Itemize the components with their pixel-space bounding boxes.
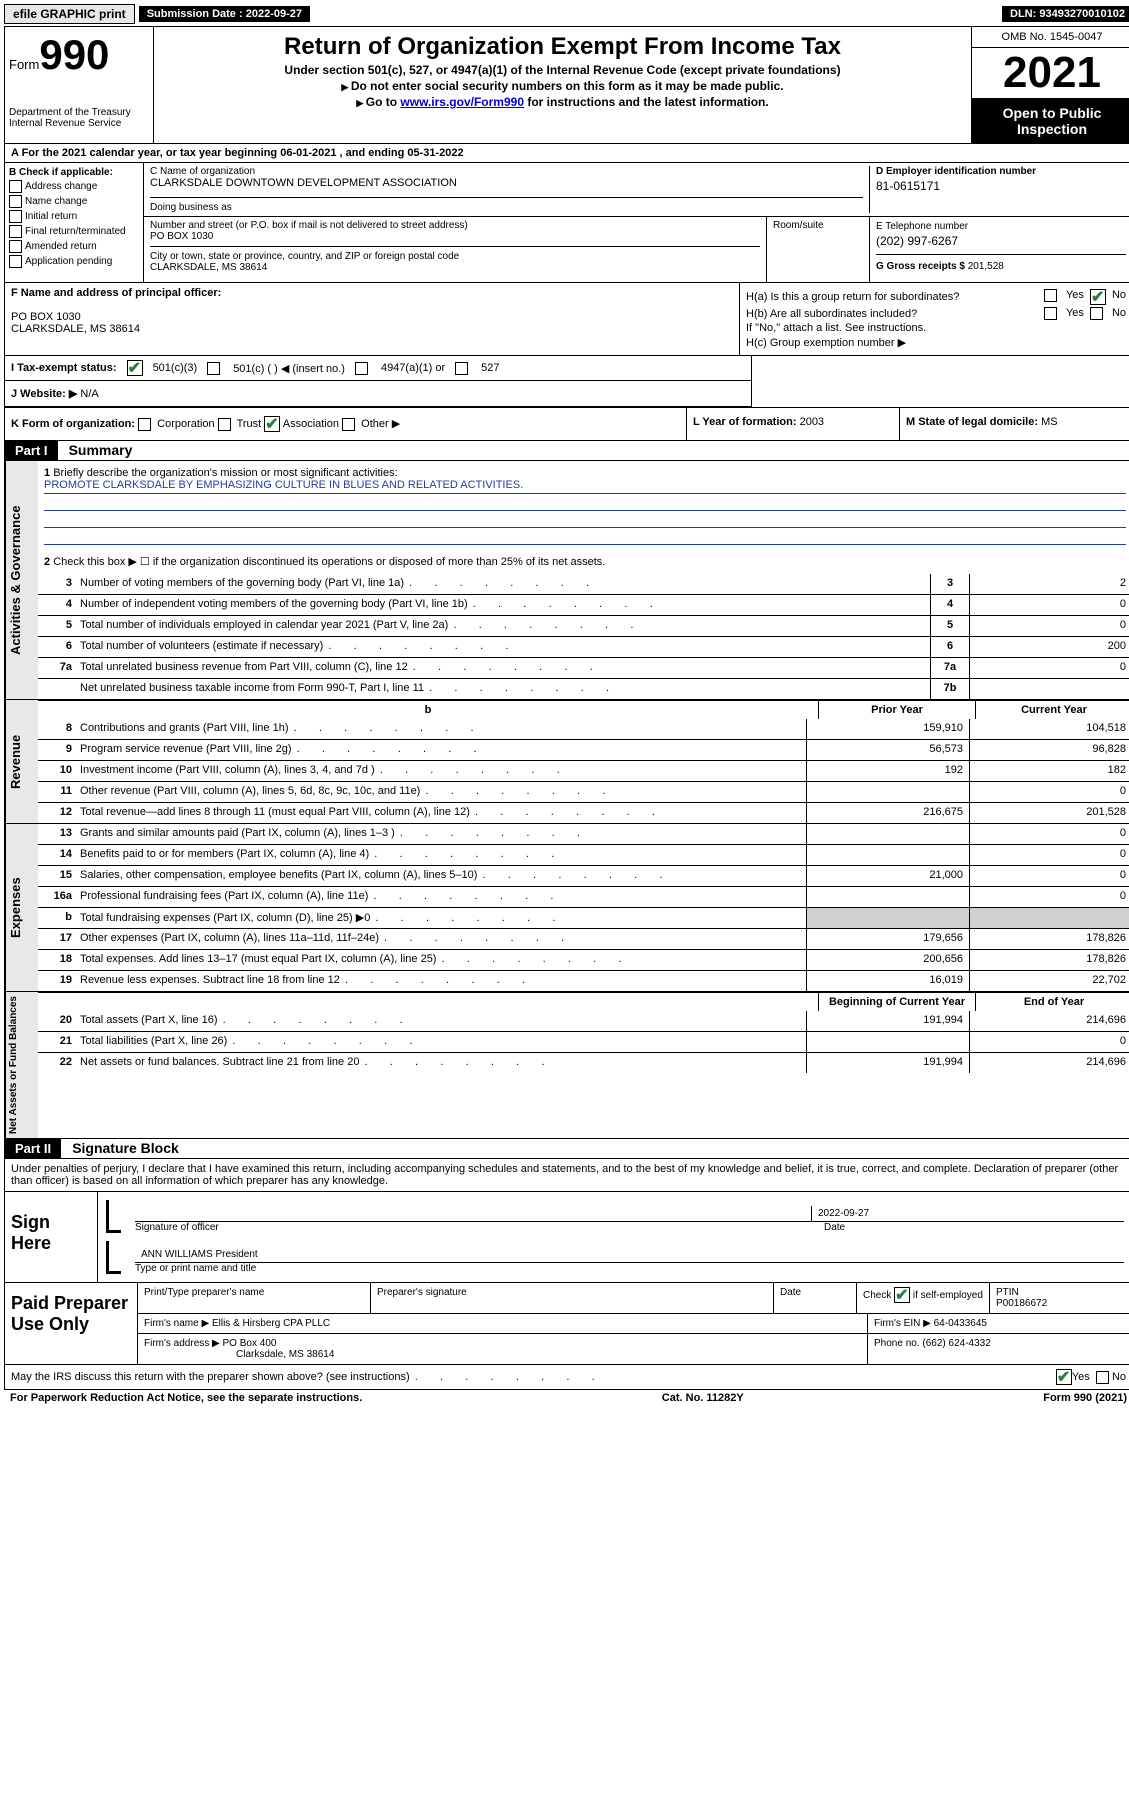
room-suite: Room/suite [767,217,870,282]
col-prior-year: Prior Year [818,701,975,719]
may-irs-yes[interactable] [1056,1369,1072,1385]
firm-phone: (662) 624-4332 [922,1338,990,1349]
principal-officer: F Name and address of principal officer:… [5,283,740,355]
checkbox-final-return[interactable] [9,225,22,238]
officer-name: ANN WILLIAMS President [135,1247,1124,1262]
table-row: 21Total liabilities (Part X, line 26)0 [38,1031,1129,1052]
trust-checkbox[interactable] [218,418,231,431]
checkbox-initial-return[interactable] [9,210,22,223]
firm-address: PO Box 400 [223,1338,277,1349]
table-row: 15Salaries, other compensation, employee… [38,865,1129,886]
irs-link[interactable]: www.irs.gov/Form990 [400,95,524,109]
table-row: 4Number of independent voting members of… [38,594,1129,615]
table-row: 7aTotal unrelated business revenue from … [38,657,1129,678]
side-expenses: Expenses [5,824,38,991]
col-beginning-year: Beginning of Current Year [818,993,975,1011]
side-net-assets: Net Assets or Fund Balances [5,992,38,1138]
table-row: 13Grants and similar amounts paid (Part … [38,824,1129,844]
side-governance: Activities & Governance [5,461,38,699]
state-domicile: M State of legal domicile: MS [900,408,1129,440]
501c-checkbox[interactable] [207,362,220,375]
ha-yes[interactable] [1044,289,1057,302]
website-row: J Website: ▶ N/A [5,381,751,407]
firm-ein: 64-0433645 [934,1318,987,1329]
hb-no[interactable] [1090,307,1103,320]
box-b-checklist: B Check if applicable: Address change Na… [5,163,144,282]
527-checkbox[interactable] [455,362,468,375]
table-row: 22Net assets or fund balances. Subtract … [38,1052,1129,1073]
ptin: P00186672 [996,1298,1047,1309]
table-row: 5Total number of individuals employed in… [38,615,1129,636]
street-address: PO BOX 1030 [150,231,213,242]
year-formation: L Year of formation: 2003 [687,408,900,440]
hb-yes[interactable] [1044,307,1057,320]
efile-button[interactable]: efile GRAPHIC print [4,4,135,24]
omb-number: OMB No. 1545-0047 [972,27,1129,48]
table-row: bTotal fundraising expenses (Part IX, co… [38,907,1129,928]
form-number-box: Form990 Department of the Treasury Inter… [5,27,154,143]
footer-paperwork: For Paperwork Reduction Act Notice, see … [10,1392,362,1404]
table-row: 17Other expenses (Part IX, column (A), l… [38,928,1129,949]
sign-here-label: Sign Here [5,1192,98,1282]
other-checkbox[interactable] [342,418,355,431]
table-row: 8Contributions and grants (Part VIII, li… [38,719,1129,739]
firm-name: Ellis & Hirsberg CPA PLLC [212,1318,330,1329]
501c3-checked[interactable] [127,360,143,376]
top-bar: efile GRAPHIC print Submission Date : 20… [4,4,1129,24]
4947-checkbox[interactable] [355,362,368,375]
col-current-year: Current Year [975,701,1129,719]
table-row: 19Revenue less expenses. Subtract line 1… [38,970,1129,991]
may-irs-discuss: May the IRS discuss this return with the… [11,1371,1056,1383]
tax-year-range: A For the 2021 calendar year, or tax yea… [5,144,1129,163]
table-row: 6Total number of volunteers (estimate if… [38,636,1129,657]
checkbox-address-change[interactable] [9,180,22,193]
table-row: 10Investment income (Part VIII, column (… [38,760,1129,781]
footer-catno: Cat. No. 11282Y [662,1392,744,1404]
may-irs-no[interactable] [1096,1371,1109,1384]
open-to-public: Open to Public Inspection [972,99,1129,143]
table-row: 20Total assets (Part X, line 16)191,9942… [38,1011,1129,1031]
telephone: (202) 997-6267 [876,234,1126,248]
table-row: 9Program service revenue (Part VIII, lin… [38,739,1129,760]
table-row: 18Total expenses. Add lines 13–17 (must … [38,949,1129,970]
corp-checkbox[interactable] [138,418,151,431]
city-state-zip: CLARKSDALE, MS 38614 [150,262,267,273]
side-revenue: Revenue [5,700,38,823]
checkbox-name-change[interactable] [9,195,22,208]
form-title: Return of Organization Exempt From Incom… [154,27,971,143]
footer-form: Form 990 (2021) [1043,1392,1127,1404]
part-i-header: Part I [5,441,58,460]
table-row: 11Other revenue (Part VIII, column (A), … [38,781,1129,802]
gross-receipts: 201,528 [968,261,1004,272]
page-title: Return of Organization Exempt From Incom… [162,33,963,61]
submission-date-label: Submission Date : 2022-09-27 [139,6,310,22]
checkbox-amended[interactable] [9,240,22,253]
table-row: 16aProfessional fundraising fees (Part I… [38,886,1129,907]
form-of-org: K Form of organization: Corporation Trus… [5,408,687,440]
mission-text: PROMOTE CLARKSDALE BY EMPHASIZING CULTUR… [44,479,1126,494]
assoc-checked[interactable] [264,416,280,432]
org-name: CLARKSDALE DOWNTOWN DEVELOPMENT ASSOCIAT… [150,177,863,189]
paid-preparer-label: Paid Preparer Use Only [5,1283,138,1364]
tax-year: 2021 [972,48,1129,99]
table-row: 12Total revenue—add lines 8 through 11 (… [38,802,1129,823]
col-end-year: End of Year [975,993,1129,1011]
ha-no-checked[interactable] [1090,289,1106,305]
sign-date: 2022-09-27 [811,1206,1124,1221]
part-ii-header: Part II [5,1139,61,1158]
perjury-statement: Under penalties of perjury, I declare th… [5,1159,1129,1191]
checkbox-application-pending[interactable] [9,255,22,268]
self-employed-check[interactable]: Check if self-employed [863,1290,983,1301]
ein: 81-0615171 [876,179,1126,193]
table-row: Net unrelated business taxable income fr… [38,678,1129,699]
table-row: 14Benefits paid to or for members (Part … [38,844,1129,865]
dln: DLN: 93493270010102 [1002,6,1129,22]
table-row: 3Number of voting members of the governi… [38,574,1129,594]
form-990: Form990 Department of the Treasury Inter… [4,26,1129,1390]
